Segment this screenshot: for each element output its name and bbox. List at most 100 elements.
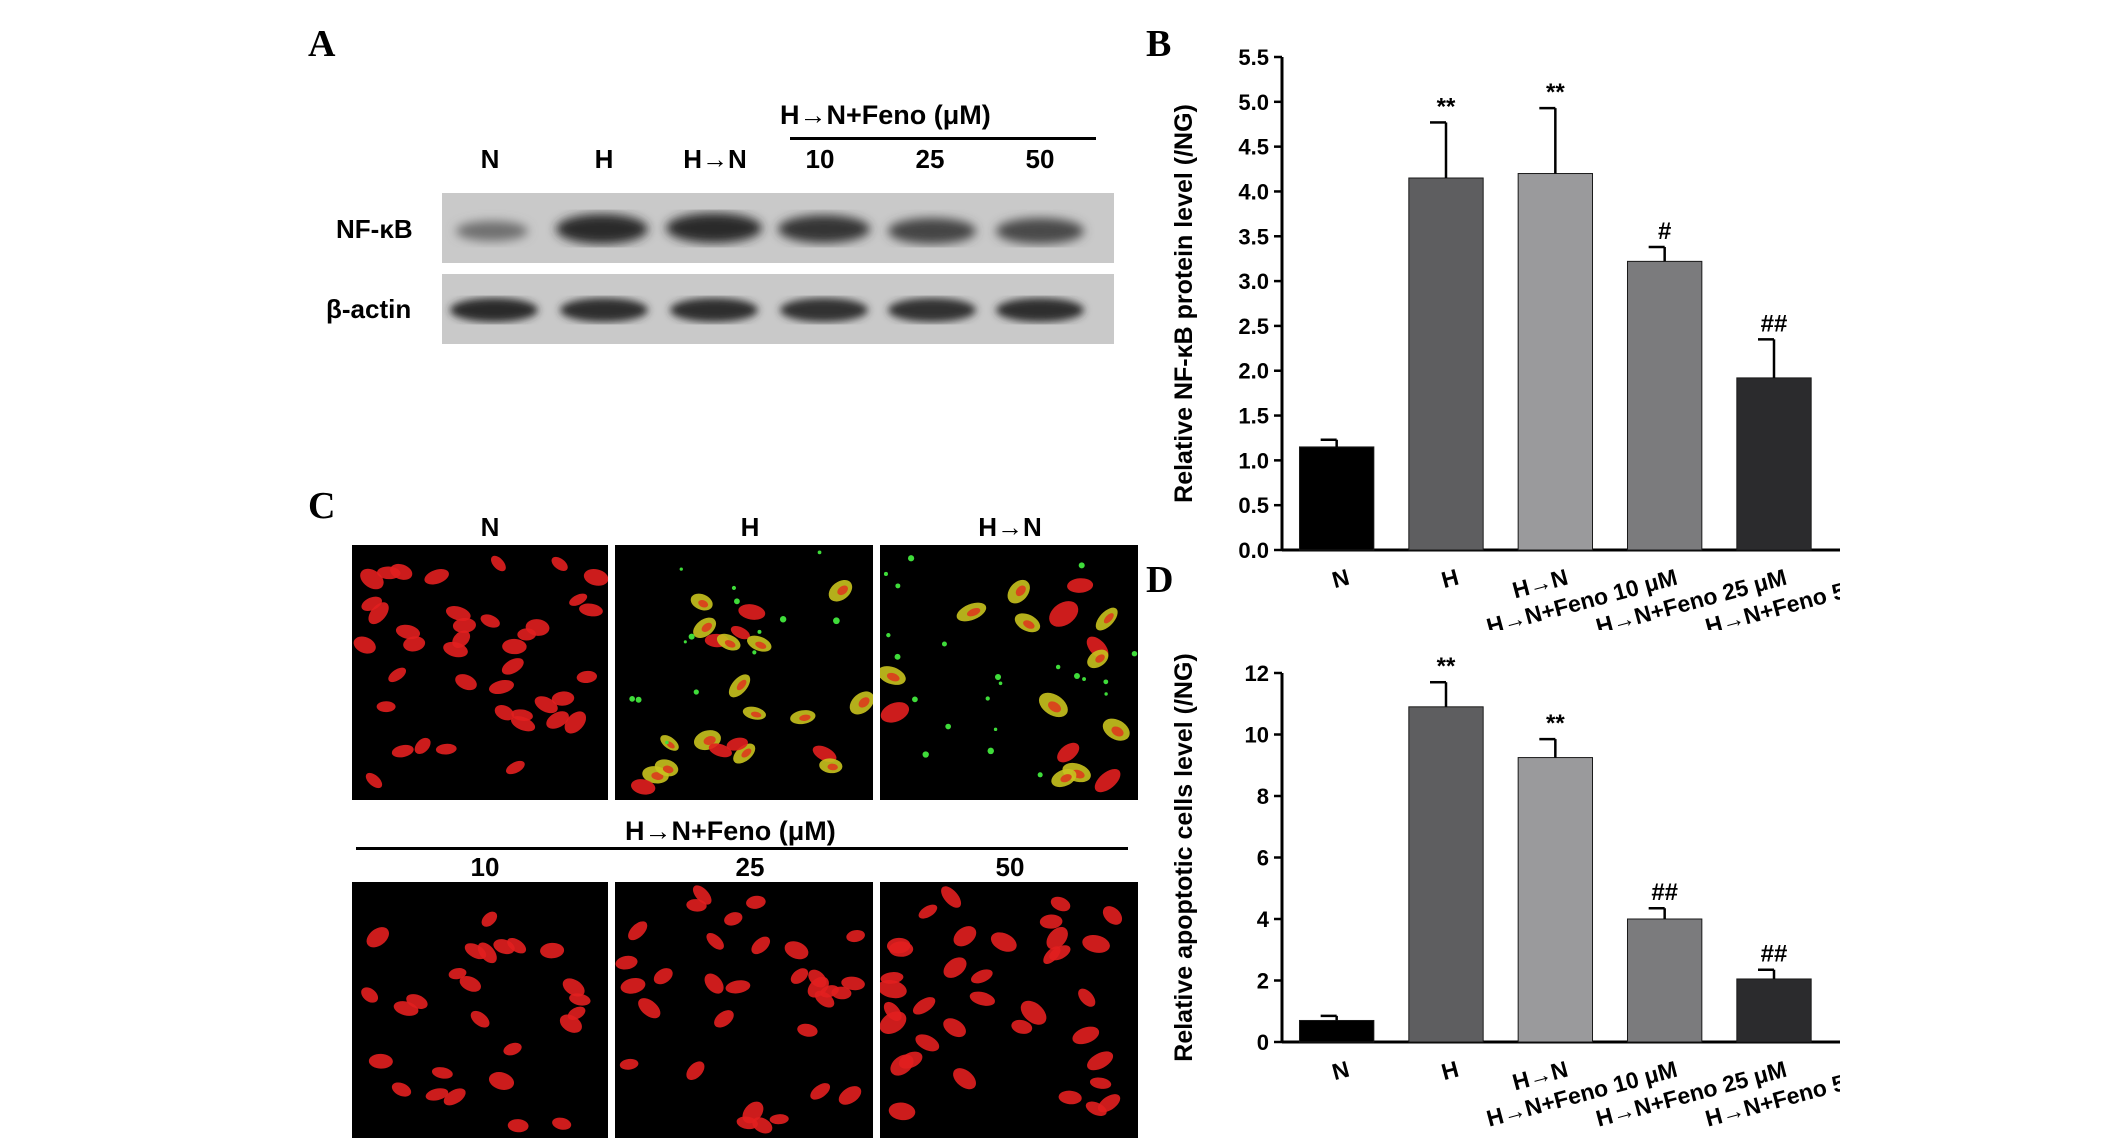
apoptotic-fragment (993, 727, 998, 732)
cell-nucleus (953, 926, 977, 947)
apoptotic-fragment (679, 567, 683, 571)
apoptotic-fragment (922, 751, 929, 758)
cell-nucleus (1049, 601, 1079, 627)
micro-label: H (740, 512, 760, 542)
cell-nucleus-core (1023, 620, 1035, 629)
blot-band (456, 221, 528, 241)
category-label: H (1439, 564, 1462, 593)
cell-nucleus (880, 702, 910, 723)
apoptotic-fragment (734, 598, 740, 605)
cell-nucleus-core (1103, 613, 1114, 624)
cell-nucleus (1087, 1051, 1114, 1071)
y-tick-label: 2.0 (1238, 359, 1269, 384)
micro-image-25 (615, 882, 873, 1138)
cell-nucleus (631, 779, 656, 795)
cell-nucleus (831, 986, 852, 1000)
micro-image-10 (352, 882, 608, 1138)
significance-label: ** (1437, 653, 1456, 680)
apoptotic-fragment (1074, 673, 1080, 679)
panel-a-letter: A (308, 23, 336, 65)
cell-nucleus (511, 709, 533, 721)
cell-nucleus (990, 932, 1017, 952)
blot-row-label: NF-κB (336, 214, 413, 244)
bar (1626, 260, 1703, 551)
significance-label: ## (1761, 310, 1788, 337)
cell-nucleus (443, 1088, 466, 1106)
blot-lane-label: H (594, 144, 614, 174)
micro-label: 50 (995, 852, 1025, 882)
cell-nucleus-core (698, 599, 709, 608)
cell-nucleus (546, 711, 569, 729)
cell-nucleus (395, 624, 421, 640)
cell-nucleus (1089, 1077, 1112, 1089)
cell-nucleus (812, 745, 837, 763)
bar (1736, 978, 1812, 1043)
y-tick-label: 10 (1245, 723, 1269, 748)
cell-nucleus (1085, 1101, 1107, 1116)
cell-nucleus (1043, 946, 1061, 965)
cell-nucleus-core (662, 765, 674, 774)
cell-nucleus (736, 1116, 758, 1130)
micro-label: 10 (470, 852, 500, 882)
cell-nucleus (1067, 578, 1094, 593)
cell-nucleus (751, 936, 771, 955)
cell-nucleus (1072, 1026, 1100, 1045)
cell-nucleus-core (827, 763, 838, 771)
cell-nucleus (481, 911, 498, 927)
y-tick-label: 1.0 (1238, 448, 1269, 473)
apoptotic-fragment (886, 632, 891, 638)
cell-nucleus (414, 737, 431, 754)
bar (1298, 1019, 1375, 1043)
cell-nucleus-core (724, 640, 736, 648)
blot-band (670, 298, 758, 322)
cell-nucleus (769, 1114, 789, 1125)
cell-nucleus (388, 667, 407, 683)
cell-nucleus (1039, 914, 1063, 929)
apoptotic-fragment (998, 681, 1003, 686)
blot-lane-label: H→N (683, 144, 747, 174)
apoptotic-fragment (693, 689, 699, 695)
cell-nucleus (452, 617, 476, 633)
y-tick-label: 3.0 (1238, 269, 1269, 294)
cell-nucleus (552, 1117, 572, 1130)
micro-image-h (615, 545, 873, 800)
cell-nucleus (366, 927, 389, 948)
significance-label: ** (1546, 79, 1565, 106)
nfkb-bar-chart: 0.0 0.5 1.0 1.5 2.0 2.5 3.0 3.5 4.0 4.5 5.0 5.5 Rela… (1170, 45, 1840, 630)
blot-band (888, 218, 976, 244)
apoptotic-fragment (1078, 562, 1085, 569)
cell-nucleus (503, 1042, 522, 1056)
blot-lane-label: 10 (805, 144, 835, 174)
y-tick-label: 0.0 (1238, 538, 1269, 563)
apoptotic-fragment (688, 633, 695, 640)
actin-blot-strip (442, 274, 1114, 344)
y-tick-label: 12 (1245, 661, 1269, 686)
apoptotic-fragment (895, 583, 901, 589)
cell-nucleus-core (886, 672, 900, 682)
cell-nucleus (638, 998, 661, 1019)
y-tick-label: 2 (1257, 969, 1269, 994)
cell-nucleus (365, 772, 383, 789)
apoptotic-fragment (987, 747, 994, 755)
cell-nucleus (445, 606, 471, 621)
y-tick-label: 5.0 (1238, 90, 1269, 115)
cell-nucleus (579, 603, 603, 617)
cell-nucleus (425, 1088, 449, 1101)
apoptotic-fragment (894, 653, 901, 660)
apoptotic-fragment (833, 617, 840, 625)
cell-nucleus (361, 987, 379, 1003)
bar (1408, 177, 1484, 551)
cell-nucleus-core (837, 585, 848, 596)
y-tick-label: 3.5 (1238, 224, 1269, 249)
cell-nucleus (1057, 742, 1080, 763)
cell-nucleus (726, 737, 748, 751)
y-tick-label: 1.5 (1238, 404, 1269, 429)
cell-nucleus (1094, 768, 1121, 793)
apoptotic-fragment (731, 585, 737, 591)
y-tick-label: 8 (1257, 784, 1269, 809)
cell-nucleus (1082, 935, 1110, 953)
cell-field (880, 555, 1138, 793)
cell-nucleus (459, 976, 482, 992)
cell-nucleus (569, 993, 591, 1006)
cell-nucleus (686, 899, 707, 912)
